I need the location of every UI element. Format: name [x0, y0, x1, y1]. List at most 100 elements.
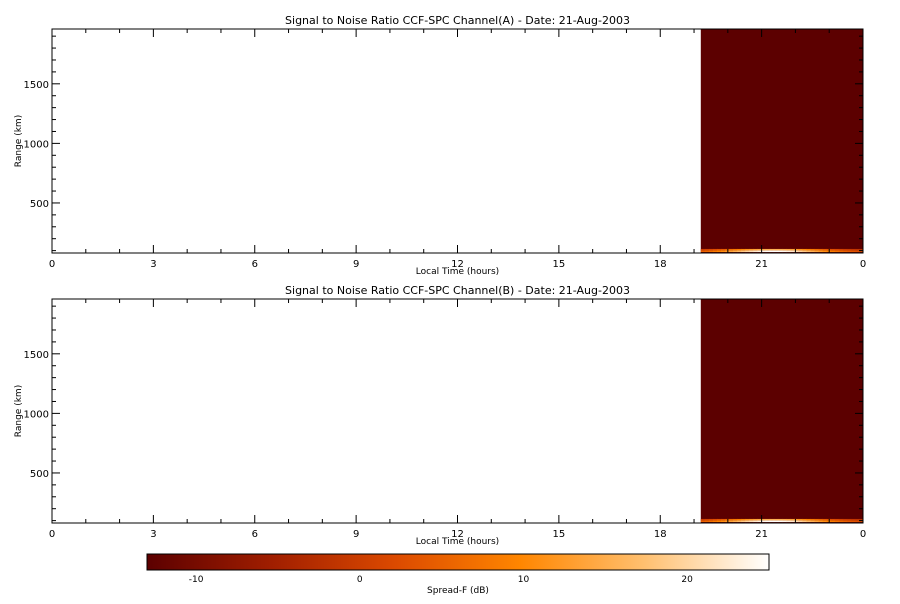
colorbar-tick-label: 0: [357, 575, 363, 585]
x-tick-label: 6: [252, 529, 258, 540]
heatmap-cell: [708, 518, 714, 521]
x-tick-label: 21: [755, 259, 768, 270]
heatmap-cell: [765, 518, 771, 521]
heatmap-cell: [749, 250, 755, 253]
heatmap-cell: [712, 520, 718, 523]
heatmap-cell: [757, 250, 763, 253]
heatmap-cell: [741, 248, 746, 251]
chart-title: Signal to Noise Ratio CCF-SPC Channel(A)…: [285, 14, 630, 27]
heatmap-cell: [838, 520, 844, 523]
heatmap-cell: [757, 520, 763, 523]
heatmap-cell: [721, 248, 726, 251]
heatmap-cell: [700, 248, 706, 251]
colorbar: -10 0 10 20 Spread-F (dB): [146, 553, 770, 596]
heatmap-cell: [773, 250, 779, 253]
x-tick-label: 3: [150, 529, 156, 540]
heatmap-cell: [790, 518, 795, 521]
heatmap-cell: [765, 250, 771, 253]
heatmap-cell: [818, 520, 823, 523]
heatmap-cell: [830, 520, 836, 523]
heatmap-cell: [777, 250, 783, 253]
heatmap-cell: [802, 250, 807, 253]
heatmap-cell: [757, 248, 763, 251]
heatmap-cell: [785, 520, 791, 523]
heatmap-cell: [749, 518, 755, 521]
x-tick-label: 12: [451, 529, 464, 540]
heatmap-cell: [753, 518, 759, 521]
heatmap-cell: [830, 250, 836, 253]
heatmap-cell: [729, 518, 734, 521]
heatmap-cell: [842, 520, 848, 523]
heatmap-cell: [733, 250, 738, 253]
heatmap-cell: [761, 250, 767, 253]
heatmap-cell: [794, 518, 799, 521]
heatmap-cell: [798, 520, 803, 523]
x-tick-label: 21: [755, 529, 768, 540]
heatmap-cell: [769, 248, 775, 251]
heatmap-cell: [785, 250, 791, 253]
heatmap-cell: [781, 250, 787, 253]
y-tick-label: 1500: [24, 80, 49, 91]
x-tick-label: 0: [860, 259, 866, 270]
panel-b: Signal to Noise Ratio CCF-SPC Channel(B)…: [14, 284, 866, 547]
heatmap-cell: [704, 520, 710, 523]
heatmap-cell: [822, 520, 828, 523]
heatmap-cell: [838, 518, 844, 521]
heatmap-cell: [834, 250, 840, 253]
heatmap-cell: [717, 520, 722, 523]
heatmap-cell: [822, 250, 828, 253]
heatmap-cell: [790, 520, 795, 523]
x-tick-label: 0: [49, 529, 55, 540]
heatmap-cell: [753, 248, 759, 251]
heatmap-cell: [741, 518, 746, 521]
heatmap-cell: [721, 518, 726, 521]
colorbar-label: Spread-F (dB): [427, 586, 489, 596]
heatmap-cell: [834, 520, 840, 523]
heatmap-cell: [838, 248, 844, 251]
y-tick-label: 1500: [24, 350, 49, 361]
y-tick-label: 1000: [24, 139, 49, 150]
heatmap-cell: [794, 520, 799, 523]
x-tick-label: 15: [553, 259, 566, 270]
heatmap-cell: [850, 520, 856, 523]
heatmap-cell: [712, 250, 718, 253]
heatmap-cell: [810, 518, 815, 521]
heatmap-cell: [854, 248, 860, 251]
colorbar-tick-label: 20: [681, 575, 693, 585]
heatmap-cell: [854, 518, 860, 521]
heatmap-cell: [769, 250, 775, 253]
colorbar-gradient: [146, 553, 770, 571]
heatmap-cell: [737, 248, 742, 251]
x-tick-label: 15: [553, 529, 566, 540]
heatmap-cell: [777, 518, 783, 521]
x-tick-label: 0: [49, 259, 55, 270]
x-tick-label: 3: [150, 259, 156, 270]
heatmap-cell: [822, 518, 828, 521]
heatmap-cell: [733, 248, 738, 251]
y-axis-label: Range (km): [14, 385, 24, 437]
x-axis-label: Local Time (hours): [416, 537, 499, 547]
heatmap-cell: [806, 518, 811, 521]
heatmap-cell: [858, 248, 864, 251]
heatmap-cell: [745, 248, 750, 251]
heatmap-cell: [818, 250, 823, 253]
heatmap-cell: [729, 248, 734, 251]
heatmap-cell: [773, 248, 779, 251]
heatmap-cell: [802, 520, 807, 523]
heatmap-cell: [822, 248, 828, 251]
heatmap-cell: [781, 520, 787, 523]
heatmap-cell: [745, 250, 750, 253]
heatmap-cell: [846, 248, 852, 251]
heatmap-cell: [802, 248, 807, 251]
x-tick-label: 12: [451, 259, 464, 270]
heatmap-cell: [700, 518, 706, 521]
heatmap-cell: [712, 248, 718, 251]
heatmap-cell: [814, 520, 819, 523]
heatmap-cell: [708, 250, 714, 253]
heatmap-cell: [790, 250, 795, 253]
heatmap-cell: [781, 248, 787, 251]
heatmap-cell: [794, 248, 799, 251]
heatmap-cell: [830, 248, 836, 251]
heatmap-cell: [858, 520, 864, 523]
